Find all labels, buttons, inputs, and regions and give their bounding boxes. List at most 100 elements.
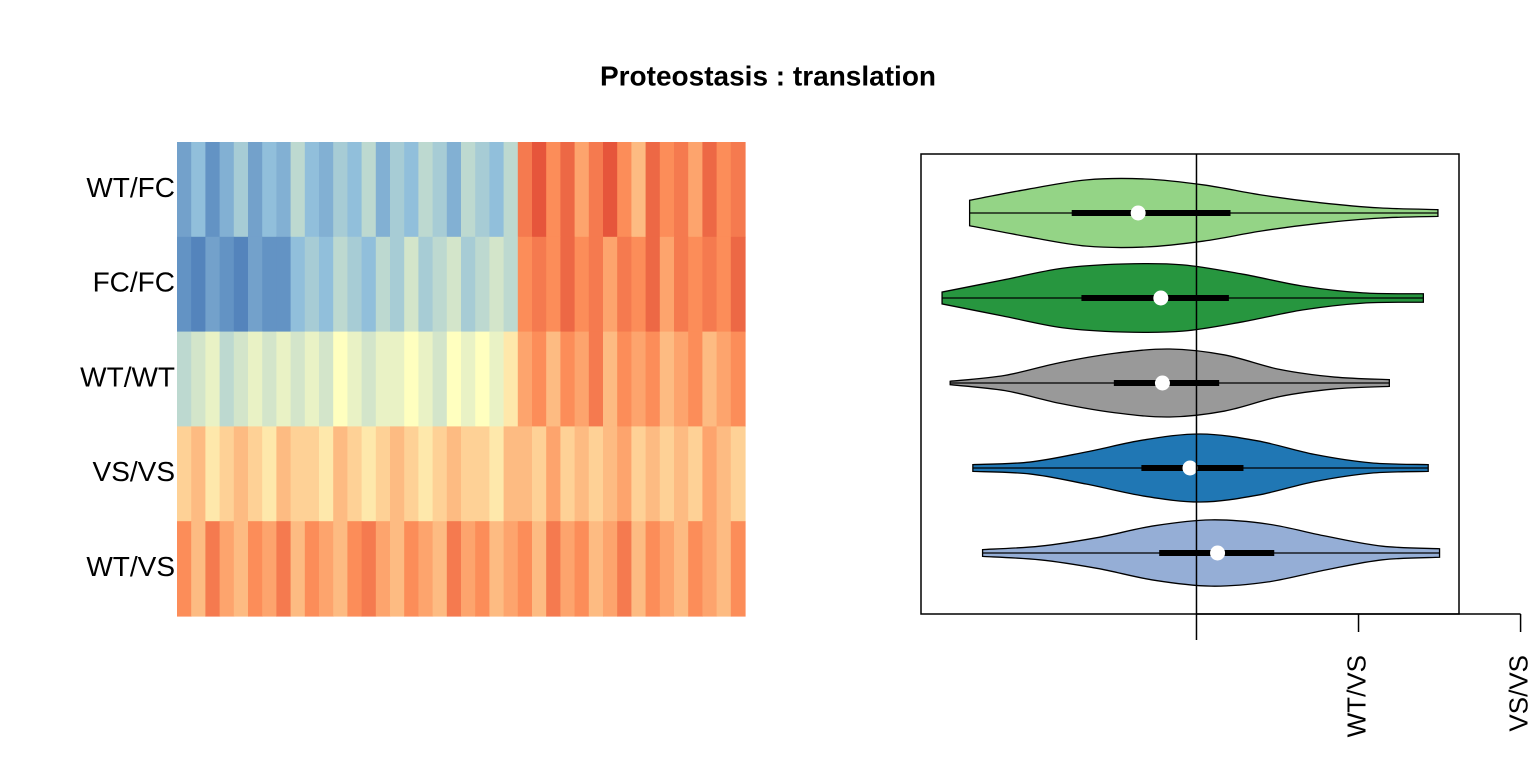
heatmap-cell [304, 426, 320, 522]
heatmap-cell [375, 236, 391, 333]
heatmap-cell [560, 331, 576, 427]
heatmap-cell [574, 236, 590, 333]
heatmap-cell [248, 236, 263, 333]
heatmap-cell [702, 236, 718, 333]
heatmap-cell [262, 142, 277, 238]
heatmap-cell [347, 142, 363, 238]
heatmap-cell [603, 521, 618, 617]
heatmap-cell [617, 142, 632, 238]
heatmap-cell [319, 236, 334, 333]
heatmap-cell [347, 426, 363, 522]
heatmap-cell [276, 142, 292, 238]
heatmap-cell [489, 142, 505, 238]
heatmap-cell [418, 236, 434, 333]
heatmap-cell [361, 142, 377, 238]
heatmap-cell [319, 142, 334, 238]
heatmap-cell [489, 521, 505, 617]
heatmap-cell [191, 142, 206, 238]
heatmap-cell [304, 521, 320, 617]
heatmap-cell [517, 426, 533, 522]
row-label: WT/WT [80, 361, 175, 392]
heatmap-cell [532, 331, 547, 427]
heatmap-cell [404, 236, 419, 333]
heatmap-cell [659, 142, 675, 238]
heatmap-cell [233, 331, 249, 427]
heatmap-cell [248, 142, 263, 238]
heatmap-cell [588, 142, 604, 238]
heatmap-cell [219, 521, 235, 617]
heatmap-cell [233, 521, 249, 617]
heatmap-cell [347, 236, 363, 333]
heatmap-cell [645, 521, 661, 617]
heatmap-cell [333, 142, 348, 238]
heatmap-cell [205, 521, 221, 617]
heatmap-cell [375, 521, 391, 617]
heatmap-cell [375, 142, 391, 238]
heatmap-cell [659, 426, 675, 522]
heatmap-cell [475, 331, 490, 427]
heatmap-cell [631, 426, 647, 522]
heatmap-cell [503, 521, 519, 617]
heatmap-cell [248, 426, 263, 522]
heatmap-cell [304, 236, 320, 333]
heatmap-cell [546, 426, 561, 522]
heatmap-cell [304, 142, 320, 238]
heatmap-cell [219, 426, 235, 522]
heatmap-cell [560, 426, 576, 522]
heatmap-cell [333, 236, 348, 333]
heatmap-cell [560, 142, 576, 238]
heatmap-cell [390, 331, 405, 427]
heatmap-cell [177, 331, 192, 427]
heatmap-cell [191, 236, 206, 333]
heatmap-cell [560, 236, 576, 333]
heatmap-cell [219, 331, 235, 427]
heatmap-cell [546, 236, 561, 333]
heatmap-cell [432, 236, 448, 333]
heatmap-cell [631, 236, 647, 333]
heatmap-cell [361, 521, 377, 617]
row-label: WT/VS [86, 551, 175, 582]
row-label: FC/FC [93, 267, 175, 298]
heatmap-cell [205, 142, 221, 238]
heatmap-cell [290, 142, 306, 238]
heatmap-cell [674, 142, 689, 238]
heatmap-cell [404, 521, 419, 617]
heatmap-cell [617, 236, 632, 333]
row-label: WT/FC [86, 172, 175, 203]
heatmap-cell [262, 521, 277, 617]
heatmap-cell [631, 142, 647, 238]
heatmap-cell [418, 521, 434, 617]
heatmap-cell [475, 521, 490, 617]
heatmap-cell [517, 331, 533, 427]
heatmap-cell [205, 331, 221, 427]
heatmap-cell [716, 331, 732, 427]
heatmap-cell [688, 331, 703, 427]
heatmap-cell [659, 521, 675, 617]
heatmap-cell [446, 236, 462, 333]
heatmap-cell [532, 521, 547, 617]
heatmap-cell [361, 236, 377, 333]
heatmap-cell [177, 236, 192, 333]
heatmap-cell [574, 521, 590, 617]
violin-median [1153, 290, 1169, 306]
heatmap-cell [532, 236, 547, 333]
heatmap-cell [674, 236, 689, 333]
heatmap-cell [191, 426, 206, 522]
heatmap-cell [489, 426, 505, 522]
heatmap-cell [432, 142, 448, 238]
violin-median [1130, 205, 1146, 221]
heatmap-cell [262, 236, 277, 333]
heatmap-cell [603, 142, 618, 238]
figure-title: Proteostasis : translation [600, 60, 936, 91]
heatmap-cell [716, 142, 732, 238]
heatmap-cell [361, 426, 377, 522]
heatmap-cell [248, 521, 263, 617]
heatmap-cell [645, 331, 661, 427]
heatmap-cell [730, 426, 746, 522]
heatmap-cell [319, 521, 334, 617]
heatmap-cell [730, 331, 746, 427]
heatmap-cell [702, 331, 718, 427]
heatmap-cell [631, 521, 647, 617]
heatmap-cell [617, 331, 632, 427]
heatmap-cell [390, 142, 405, 238]
